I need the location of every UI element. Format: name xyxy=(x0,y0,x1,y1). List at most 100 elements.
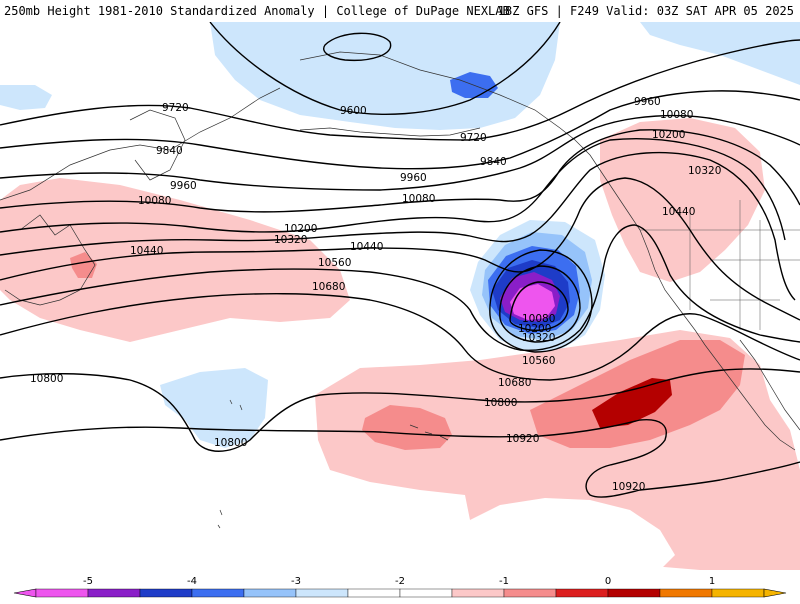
map-panel: 9720 9600 9720 9840 9840 9960 9960 9960 … xyxy=(0,22,800,570)
map-title: 250mb Height 1981-2010 Standardized Anom… xyxy=(4,4,510,18)
anomaly-colorbar: -5-4-3-2-1012345 xyxy=(0,570,800,600)
colorbar-ticks: -5-4-3-2-1012345 xyxy=(83,576,715,587)
label-10080-low: 10080 xyxy=(522,313,555,325)
neg-anomaly-low-core xyxy=(510,284,555,320)
label-9720-west: 9720 xyxy=(162,102,189,114)
colorbar-swatch xyxy=(139,588,193,598)
label-9840-east: 9840 xyxy=(480,156,507,168)
label-10440-west: 10440 xyxy=(130,245,163,257)
contour-10080-low xyxy=(509,281,569,332)
label-9600: 9600 xyxy=(340,105,367,117)
label-10200-east: 10200 xyxy=(652,129,685,141)
state-borders xyxy=(640,200,800,330)
label-10440-east: 10440 xyxy=(662,206,695,218)
model-run-info: 18Z GFS | F249 Valid: 03Z SAT APR 05 202… xyxy=(497,4,794,18)
label-10800-low: 10800 xyxy=(484,397,517,409)
colorbar-swatch xyxy=(659,588,713,598)
label-9960-mid: 9960 xyxy=(400,172,427,184)
pos-anomaly-east-core xyxy=(592,378,672,428)
contour-10200 xyxy=(0,138,786,241)
height-contours xyxy=(0,22,800,498)
label-10200-low: 10200 xyxy=(518,323,551,335)
coast-us-west xyxy=(639,229,706,346)
colorbar-tick-label: -2 xyxy=(395,576,405,587)
colorbar-swatches xyxy=(13,588,787,598)
colorbar-swatch xyxy=(503,588,557,598)
colorbar-tick-label: 1 xyxy=(709,576,715,587)
label-10200-mid: 10200 xyxy=(284,223,317,235)
anomaly-shading xyxy=(0,22,800,570)
colorbar-swatch xyxy=(35,588,89,598)
colorbar-swatch xyxy=(399,588,453,598)
coast-baja xyxy=(704,344,796,451)
contour-10560 xyxy=(0,224,800,352)
colorbar-swatch xyxy=(295,588,349,598)
label-10920-mid: 10920 xyxy=(506,433,539,445)
coast-alaska xyxy=(299,51,561,129)
contour-labels: 9720 9600 9720 9840 9840 9960 9960 9960 … xyxy=(30,96,721,493)
colorbar-swatch xyxy=(711,588,765,598)
contour-10080 xyxy=(0,129,800,213)
colorbar-swatch xyxy=(191,588,245,598)
colorbar-tick-label: -1 xyxy=(499,576,509,587)
label-10080-mid: 10080 xyxy=(402,193,435,205)
pos-anomaly-pnw xyxy=(600,118,765,282)
pos-anomaly-south-clear xyxy=(470,498,675,570)
label-10800-west: 10800 xyxy=(30,373,63,385)
contour-9600 xyxy=(209,22,561,115)
contour-10680 xyxy=(0,293,800,381)
label-10320-mid: 10320 xyxy=(274,234,307,246)
colorbar-tick-label: -5 xyxy=(83,576,93,587)
label-10440-mid: 10440 xyxy=(350,241,383,253)
coast-mexico xyxy=(739,339,800,431)
colorbar-swatch xyxy=(347,588,401,598)
contour-10200-low xyxy=(499,265,581,343)
label-9960-east: 9960 xyxy=(634,96,661,108)
colorbar-svg: -5-4-3-2-1012345 xyxy=(13,576,787,598)
colorbar-swatch xyxy=(555,588,609,598)
contour-10440 xyxy=(0,177,800,321)
contour-10800 xyxy=(0,368,800,452)
contour-9720 xyxy=(0,39,800,141)
hawaii-islands xyxy=(409,424,449,441)
contour-9600-closed xyxy=(323,32,392,62)
colorbar-tick-label: -3 xyxy=(291,576,301,587)
colorbar-arrow-low xyxy=(13,588,37,598)
neg-anomaly-northeast xyxy=(640,22,800,85)
label-9840-west: 9840 xyxy=(156,145,183,157)
label-10320-low: 10320 xyxy=(522,332,555,344)
label-10080-east: 10080 xyxy=(660,109,693,121)
coast-aleutians xyxy=(299,127,481,137)
coast-bc xyxy=(559,127,641,231)
coast-kamchatka xyxy=(129,109,186,181)
label-10920-south: 10920 xyxy=(612,481,645,493)
colorbar-swatch xyxy=(607,588,661,598)
label-10680: 10680 xyxy=(312,281,345,293)
map-svg: 9720 9600 9720 9840 9840 9960 9960 9960 … xyxy=(0,22,800,570)
label-10320-east: 10320 xyxy=(688,165,721,177)
neg-anomaly-northwest xyxy=(0,85,52,110)
neg-anomaly-north xyxy=(210,22,560,130)
colorbar-arrow-high xyxy=(763,588,787,598)
label-10560: 10560 xyxy=(318,257,351,269)
colorbar-swatch xyxy=(451,588,505,598)
label-10800-south: 10800 xyxy=(214,437,247,449)
label-10560-low: 10560 xyxy=(522,355,555,367)
coast-asia xyxy=(0,87,281,201)
coast-japan xyxy=(4,214,96,306)
contour-9960 xyxy=(0,114,800,191)
contour-10920 xyxy=(0,418,800,498)
label-10680-low: 10680 xyxy=(498,377,531,389)
contour-9840 xyxy=(0,90,800,170)
label-9960-west: 9960 xyxy=(170,180,197,192)
colorbar-swatch xyxy=(243,588,297,598)
pos-anomaly-west-pacific xyxy=(0,178,350,342)
colorbar-swatch xyxy=(87,588,141,598)
label-10080-west: 10080 xyxy=(138,195,171,207)
neg-anomaly-mid-pacific xyxy=(160,368,268,448)
header: 250mb Height 1981-2010 Standardized Anom… xyxy=(0,0,800,22)
contour-10320 xyxy=(0,151,796,301)
colorbar-tick-label: -4 xyxy=(187,576,197,587)
colorbar-tick-label: 0 xyxy=(605,576,611,587)
